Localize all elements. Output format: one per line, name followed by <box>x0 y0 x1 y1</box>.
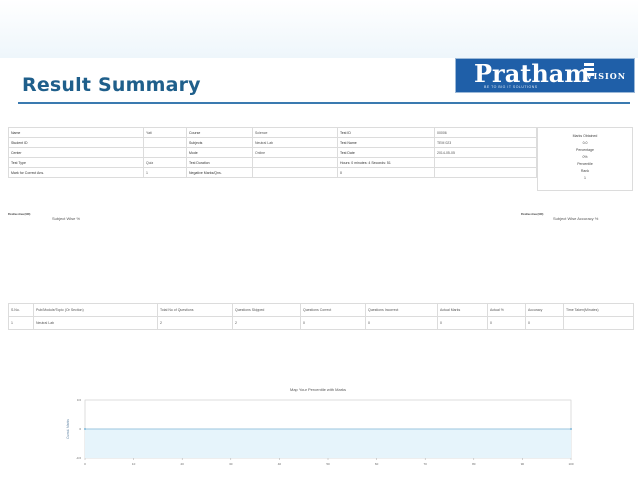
subjects-header-cell: Questions Skipped <box>232 303 301 317</box>
logo-tagline: BE TO BIG IT SOLUTIONS <box>484 85 538 89</box>
subjects-header-cell: Questions Incorrect <box>365 303 438 317</box>
x-tick-label: 70 <box>424 462 428 466</box>
series-point <box>570 428 572 430</box>
subjects-cell: Neutral Lab <box>33 316 158 330</box>
info-cell: Name <box>8 127 144 138</box>
subjects-cell: 0 <box>487 316 526 330</box>
x-tick-label: 90 <box>521 462 525 466</box>
info-cell: Test ID <box>337 127 435 138</box>
info-cell: Online <box>252 147 338 158</box>
info-cell <box>252 167 338 178</box>
right-chart-legend: Positive Area (100) <box>521 213 544 216</box>
info-cell: Center <box>8 147 144 158</box>
subjects-header-cell: Accuracy <box>525 303 564 317</box>
marks-box-line: 0.0 <box>582 141 588 145</box>
subject-results-table: S.No. Pub/Module/Topic (Or Section) Total … <box>8 303 634 330</box>
info-cell <box>143 147 187 158</box>
x-tick-label: 80 <box>472 462 476 466</box>
pratham-vision-logo: Pratham VISION BE TO BIG IT SOLUTIONS <box>455 58 635 93</box>
subjects-cell: 0 <box>525 316 564 330</box>
info-cell: Hours: 0 minutes: 4 Seconds: 51 <box>337 157 435 168</box>
subjects-cell <box>563 316 634 330</box>
marks-box-line: Rank <box>580 169 590 173</box>
subjects-cell: 0 <box>300 316 366 330</box>
logo-main-text: Pratham <box>474 59 590 88</box>
subjects-header-cell: Actual % <box>487 303 526 317</box>
left-chart-title: Subject Wise % <box>52 216 81 221</box>
series-point <box>84 428 86 430</box>
info-cell: Neutral Lab <box>252 137 338 148</box>
info-cell: 2014-05-05 <box>434 147 537 158</box>
info-cell: Test Type <box>8 157 144 168</box>
subjects-header-cell: Questions Correct <box>300 303 366 317</box>
subjects-header-cell: Total No of Questions <box>157 303 233 317</box>
marks-box-line: Percentile <box>577 162 593 166</box>
y-tick-label: 0.6 <box>77 398 82 402</box>
info-cell: 00006 <box>434 127 537 138</box>
x-tick-label: 20 <box>181 462 185 466</box>
info-row: Name Yati Course Science Test ID 00006 <box>8 127 537 138</box>
info-cell: Test Name <box>337 137 435 148</box>
info-row: Student ID Subjects Neutral Lab Test Name TE… <box>8 137 537 148</box>
subjects-header-row: S.No. Pub/Module/Topic (Or Section) Total … <box>8 303 634 317</box>
info-cell: Subjects <box>186 137 253 148</box>
marks-summary-box: Marks Obtained 0.0 Percentage 0% Percentile R… <box>537 127 633 191</box>
info-row: Test Type Quiz Test Duration Hours: 0 minut… <box>8 157 537 168</box>
subjects-cell: 2 <box>157 316 233 330</box>
right-chart-title: Subject Wise Accuracy % <box>553 216 599 221</box>
left-chart-legend: Positive Area (100) <box>8 213 31 216</box>
info-cell: 0 <box>337 167 435 178</box>
info-cell <box>434 157 537 168</box>
info-row: Mark for Correct Ans. 1 Negative Marks/Qns… <box>8 167 537 178</box>
subjects-cell: 0 <box>437 316 488 330</box>
marks-box-line: Percentage <box>576 148 594 152</box>
x-tick-label: 50 <box>326 462 330 466</box>
info-cell: Mode <box>186 147 253 158</box>
y-tick-label: 0 <box>79 427 81 431</box>
logo-bars-icon <box>584 63 594 77</box>
subjects-cell: 0 <box>365 316 438 330</box>
subjects-cell: 1 <box>8 316 34 330</box>
marks-box-line: Marks Obtained <box>572 134 598 138</box>
series-area <box>85 429 571 458</box>
marks-box-line: 0% <box>582 155 588 159</box>
info-cell: Test Duration <box>186 157 253 168</box>
subjects-header-cell: S.No. <box>8 303 34 317</box>
logo-suffix-text: VISION <box>586 71 626 81</box>
percentile-chart-title: Map Your Percentile with Marks <box>290 387 347 392</box>
info-cell: 1 <box>143 167 187 178</box>
info-cell: Test Date <box>337 147 435 158</box>
slide-header-band <box>0 0 638 58</box>
subjects-cell: 2 <box>232 316 301 330</box>
y-tick-label: -0.6 <box>76 456 82 460</box>
x-tick-label: 30 <box>229 462 233 466</box>
x-tick-label: 0 <box>84 462 86 466</box>
x-tick-label: 100 <box>568 462 573 466</box>
subjects-header-cell: Pub/Module/Topic (Or Section) <box>33 303 158 317</box>
info-cell: Student ID <box>8 137 144 148</box>
info-cell: Course <box>186 127 253 138</box>
info-cell: Science <box>252 127 338 138</box>
x-tick-label: 60 <box>375 462 379 466</box>
info-cell: TEM 023 <box>434 137 537 148</box>
info-cell: Quiz <box>143 157 187 168</box>
subjects-header-cell: Actual Marks <box>437 303 488 317</box>
info-cell <box>252 157 338 168</box>
y-axis-label: Cumul. Marks <box>66 419 70 439</box>
student-info-table: Name Yati Course Science Test ID 00006 Studen… <box>8 127 537 178</box>
info-cell <box>434 167 537 178</box>
info-cell: Mark for Correct Ans. <box>8 167 144 178</box>
info-cell: Negative Marks/Qns. <box>186 167 253 178</box>
marks-box-line: 1 <box>584 176 586 180</box>
info-row: Center Mode Online Test Date 2014-05-05 <box>8 147 537 158</box>
x-tick-label: 10 <box>132 462 136 466</box>
subjects-header-cell: Time Taken(Minutes) <box>563 303 634 317</box>
info-cell: Yati <box>143 127 187 138</box>
title-divider <box>18 102 630 104</box>
slide-title: Result Summary <box>22 74 201 96</box>
table-row: 1 Neutral Lab 2 2 0 0 0 0 0 <box>8 316 634 330</box>
x-tick-label: 40 <box>278 462 282 466</box>
info-cell <box>143 137 187 148</box>
